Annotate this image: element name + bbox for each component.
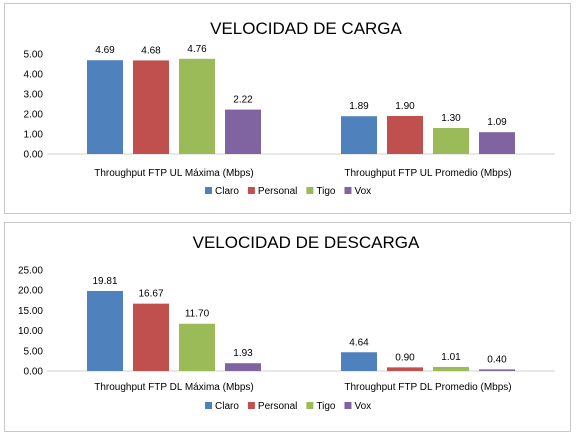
upload-chart-title: VELOCIDAD DE CARGA xyxy=(210,19,402,38)
legend-swatch-tigo xyxy=(306,402,314,409)
legend-label-tigo: Tigo xyxy=(316,401,336,412)
bar-vox xyxy=(225,109,261,154)
y-tick-label: 0.00 xyxy=(24,367,44,378)
legend-label-vox: Vox xyxy=(354,401,371,412)
legend-label-personal: Personal xyxy=(258,186,297,197)
bar-vox xyxy=(225,363,261,371)
legend-label-claro: Claro xyxy=(215,401,239,412)
y-tick-label: 4.00 xyxy=(24,70,44,81)
data-label: 1.93 xyxy=(233,348,253,359)
data-label: 4.76 xyxy=(187,44,207,55)
legend-swatch-personal xyxy=(247,402,255,409)
bar-claro xyxy=(341,116,377,154)
bar-tigo xyxy=(433,366,469,371)
legend-swatch-claro xyxy=(205,187,212,194)
data-label: 2.22 xyxy=(233,95,253,106)
bar-claro xyxy=(341,352,377,371)
bar-personal xyxy=(387,116,423,154)
data-label: 1.09 xyxy=(487,117,507,128)
bar-claro xyxy=(87,290,123,371)
category-label: Throughput FTP UL Máxima (Mbps) xyxy=(94,168,254,179)
bar-tigo xyxy=(433,128,469,154)
bar-tigo xyxy=(179,58,215,154)
y-tick-label: 5.00 xyxy=(24,346,44,357)
y-tick-label: 0.00 xyxy=(24,150,44,161)
data-label: 11.70 xyxy=(185,309,210,320)
category-label: Throughput FTP DL Promedio (Mbps) xyxy=(344,382,511,393)
bar-personal xyxy=(387,367,423,371)
legend-swatch-tigo xyxy=(306,187,314,194)
data-label: 1.89 xyxy=(349,101,369,112)
y-tick-label: 20.00 xyxy=(18,286,43,297)
legend-label-claro: Claro xyxy=(215,186,239,197)
legend-swatch-vox xyxy=(344,187,352,194)
data-label: 0.40 xyxy=(487,354,507,365)
data-label: 4.64 xyxy=(349,337,369,348)
y-tick-label: 2.00 xyxy=(24,110,44,121)
bar-vox xyxy=(479,369,515,371)
bar-claro xyxy=(87,60,123,155)
bar-vox xyxy=(479,132,515,154)
bar-tigo xyxy=(179,323,215,371)
download-chart-title: VELOCIDAD DE DESCARGA xyxy=(193,233,420,252)
data-label: 1.30 xyxy=(441,113,461,124)
y-tick-label: 3.00 xyxy=(24,90,44,101)
upload-speed-chart: VELOCIDAD DE CARGA 0.00 1.00 2.00 3.00 4.00 5.… xyxy=(24,19,555,197)
legend-swatch-vox xyxy=(344,402,352,409)
data-label: 0.90 xyxy=(395,352,415,363)
download-speed-chart-panel: VELOCIDAD DE DESCARGA 0.00 5.00 10.00 15.00 2… xyxy=(4,222,571,432)
y-tick-label: 1.00 xyxy=(24,130,44,141)
download-speed-chart: VELOCIDAD DE DESCARGA 0.00 5.00 10.00 15.00 2… xyxy=(18,233,555,412)
data-label: 4.68 xyxy=(141,45,161,56)
data-label: 19.81 xyxy=(92,276,117,287)
legend-label-tigo: Tigo xyxy=(316,186,336,197)
data-label: 16.67 xyxy=(138,289,163,300)
data-label: 4.69 xyxy=(95,45,115,56)
bar-personal xyxy=(133,60,169,154)
legend-label-personal: Personal xyxy=(258,401,297,412)
y-tick-label: 15.00 xyxy=(18,306,43,317)
legend-swatch-personal xyxy=(247,187,255,194)
y-tick-label: 5.00 xyxy=(24,50,44,61)
legend-swatch-claro xyxy=(205,402,212,409)
legend-label-vox: Vox xyxy=(354,186,371,197)
data-label: 1.01 xyxy=(441,352,461,363)
upload-speed-chart-panel: VELOCIDAD DE CARGA 0.00 1.00 2.00 3.00 4.00 5.… xyxy=(4,3,571,214)
category-label: Throughput FTP UL Promedio (Mbps) xyxy=(344,168,511,179)
y-tick-label: 25.00 xyxy=(18,266,43,277)
y-tick-label: 10.00 xyxy=(18,326,43,337)
data-label: 1.90 xyxy=(395,101,415,112)
bar-personal xyxy=(133,303,169,371)
category-label: Throughput FTP DL Máxima (Mbps) xyxy=(94,382,254,393)
